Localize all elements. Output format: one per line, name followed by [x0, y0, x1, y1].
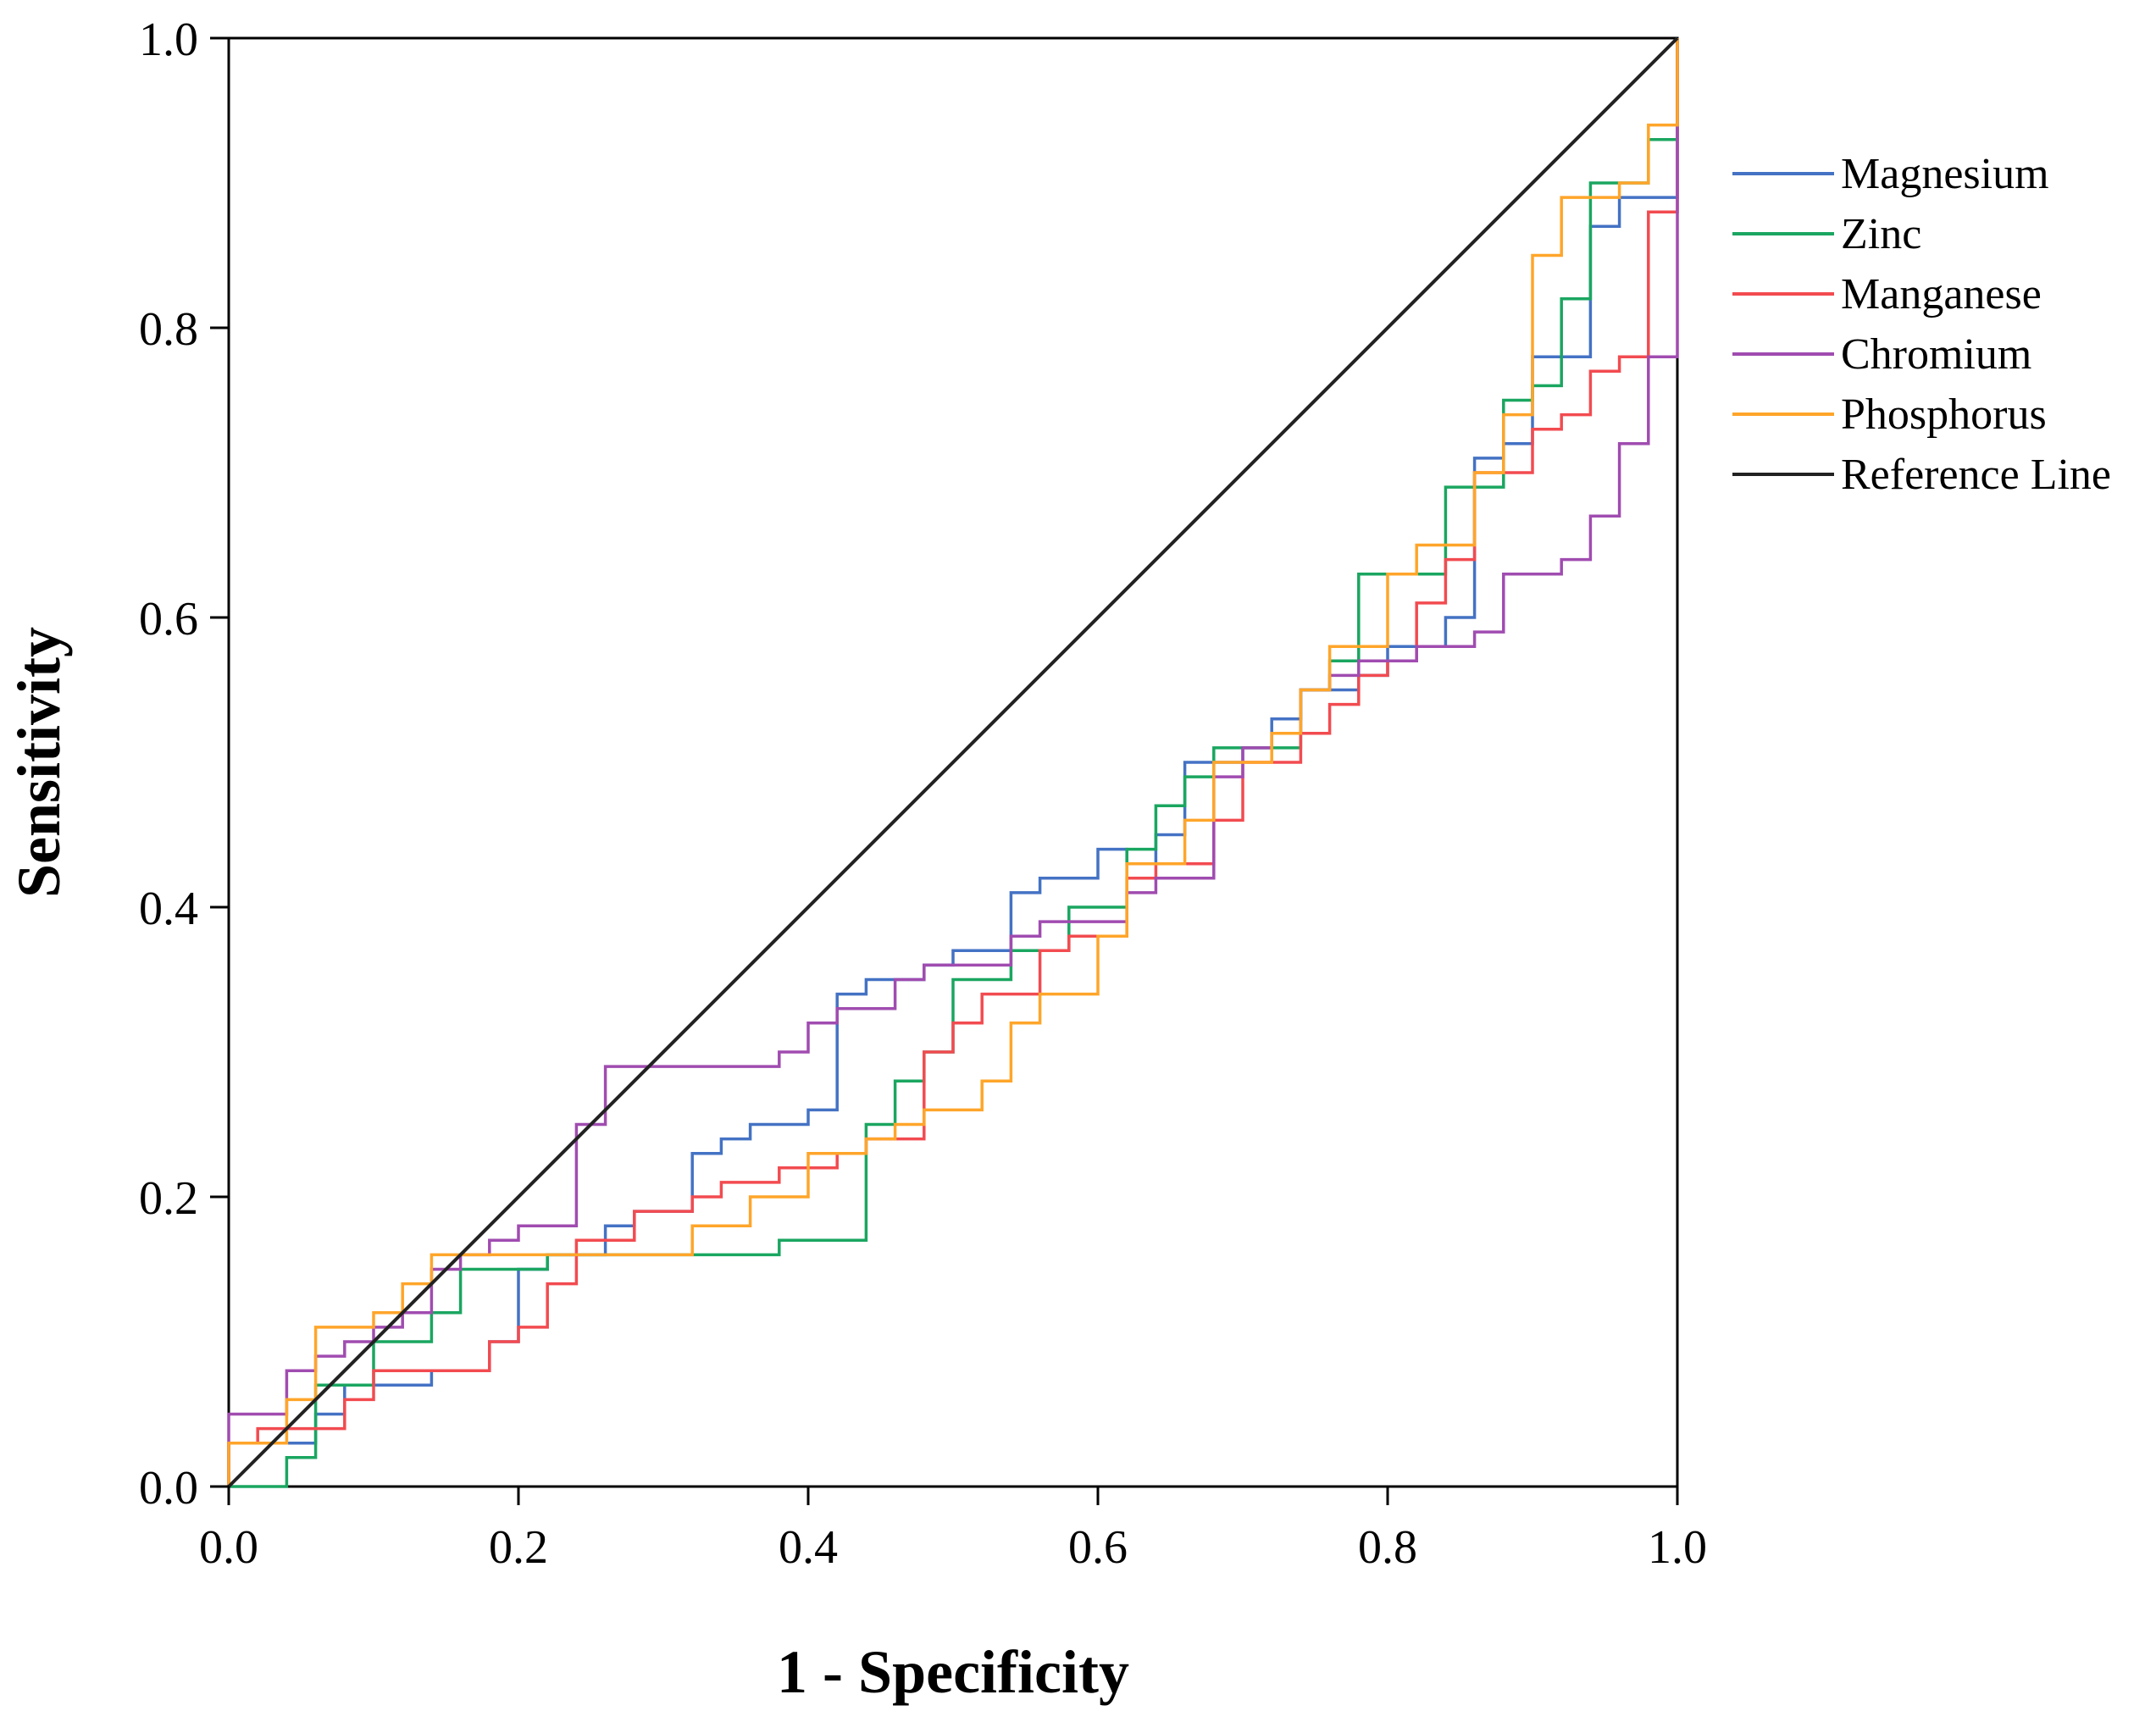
x-axis-title: 1 - Specificity: [777, 1638, 1129, 1706]
y-tick-label: 0.8: [139, 303, 198, 356]
x-tick-label: 0.2: [489, 1521, 548, 1574]
legend-label-manganese: Manganese: [1841, 270, 2042, 318]
x-tick-label: 1.0: [1648, 1521, 1707, 1574]
y-tick-label: 1.0: [139, 14, 198, 66]
series-line-phosphorus: [227, 38, 1679, 1487]
legend-label-phosphorus: Phosphorus: [1841, 390, 2047, 439]
y-axis-title: Sensitivity: [5, 627, 73, 898]
series-line-reference-line: [227, 36, 1679, 1488]
series-lines: [227, 36, 1679, 1488]
legend: Magnesium Zinc Manganese Chromium Phosphorus…: [1732, 150, 2111, 499]
y-axis: 0.0 0.2 0.4 0.6 0.8 1.0: [139, 14, 229, 1514]
y-tick-label: 0.0: [139, 1462, 198, 1514]
legend-label-zinc: Zinc: [1841, 210, 1921, 258]
y-tick-label: 0.4: [139, 883, 198, 935]
legend-label-magnesium: Magnesium: [1841, 150, 2049, 198]
x-tick-label: 0.8: [1358, 1521, 1417, 1574]
x-tick-label: 0.6: [1068, 1521, 1128, 1574]
y-tick-label: 0.2: [139, 1172, 198, 1225]
y-tick-label: 0.6: [139, 593, 198, 645]
x-tick-label: 0.4: [779, 1521, 838, 1574]
series-line-chromium: [227, 38, 1679, 1487]
series-line-zinc: [229, 38, 1679, 1488]
x-axis: 0.0 0.2 0.4 0.6 0.8 1.0: [199, 1487, 1707, 1574]
x-tick-label: 0.0: [199, 1521, 258, 1574]
legend-label-chromium: Chromium: [1841, 330, 2031, 379]
legend-label-reference-line: Reference Line: [1841, 451, 2111, 499]
